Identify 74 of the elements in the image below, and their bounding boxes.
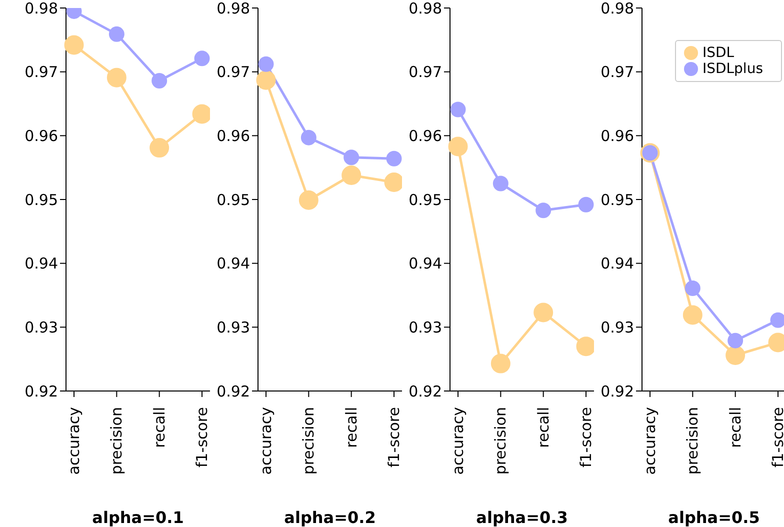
point bbox=[258, 56, 274, 72]
y-tick-label: 0.93 bbox=[216, 318, 250, 336]
y-tick-label: 0.92 bbox=[408, 382, 442, 400]
x-tick-label: accuracy bbox=[641, 406, 659, 475]
x-tick-label: precision bbox=[684, 407, 702, 475]
point bbox=[386, 150, 402, 166]
y-tick-label: 0.98 bbox=[408, 0, 442, 18]
legend-label: ISDL bbox=[702, 45, 734, 61]
point bbox=[256, 70, 276, 90]
x-tick-label: recall bbox=[534, 407, 552, 448]
x-tick-label: recall bbox=[726, 407, 744, 448]
x-tick-label: precision bbox=[108, 407, 126, 475]
point bbox=[684, 280, 700, 296]
point bbox=[300, 130, 316, 146]
y-tick-label: 0.98 bbox=[24, 0, 58, 18]
point bbox=[448, 136, 468, 156]
x-tick-label: accuracy bbox=[65, 406, 83, 475]
x-tick-label: accuracy bbox=[449, 406, 467, 475]
x-axis-title: alpha=0.3 bbox=[476, 508, 568, 527]
x-tick-label: f1-score bbox=[193, 407, 211, 468]
y-tick-label: 0.95 bbox=[24, 190, 58, 209]
x-tick-label: f1-score bbox=[577, 407, 595, 468]
y-tick-label: 0.97 bbox=[408, 63, 442, 82]
y-tick-label: 0.94 bbox=[600, 254, 634, 273]
point bbox=[536, 202, 552, 218]
point bbox=[534, 302, 554, 322]
point bbox=[728, 332, 744, 348]
x-tick-label: recall bbox=[342, 407, 360, 448]
point bbox=[108, 26, 124, 42]
y-tick-label: 0.95 bbox=[600, 190, 634, 209]
point bbox=[682, 305, 702, 325]
y-tick-label: 0.93 bbox=[600, 318, 634, 336]
point bbox=[194, 50, 210, 66]
x-tick-label: precision bbox=[492, 407, 510, 475]
point bbox=[298, 190, 318, 210]
x-tick-label: recall bbox=[150, 407, 168, 448]
point bbox=[726, 346, 746, 366]
x-axis-title: alpha=0.1 bbox=[92, 508, 184, 527]
y-tick-label: 0.92 bbox=[24, 382, 58, 400]
point bbox=[492, 176, 508, 192]
point bbox=[490, 354, 510, 374]
y-tick-label: 0.93 bbox=[24, 318, 58, 336]
point bbox=[106, 68, 126, 88]
point bbox=[64, 35, 84, 55]
x-axis-title: alpha=0.5 bbox=[668, 508, 760, 527]
y-tick-label: 0.97 bbox=[24, 63, 58, 82]
x-tick-label: accuracy bbox=[257, 406, 275, 475]
point bbox=[152, 73, 168, 89]
x-tick-label: f1-score bbox=[769, 407, 784, 468]
y-tick-label: 0.94 bbox=[216, 254, 250, 273]
x-tick-label: f1-score bbox=[385, 407, 403, 468]
y-tick-label: 0.93 bbox=[408, 318, 442, 336]
x-tick-label: precision bbox=[300, 407, 318, 475]
point bbox=[150, 138, 170, 158]
y-tick-label: 0.94 bbox=[408, 254, 442, 273]
y-tick-label: 0.98 bbox=[216, 0, 250, 18]
y-tick-label: 0.96 bbox=[600, 126, 634, 145]
x-axis-title: alpha=0.2 bbox=[284, 508, 376, 527]
point bbox=[578, 196, 594, 212]
point bbox=[342, 165, 362, 185]
y-tick-label: 0.96 bbox=[24, 126, 58, 145]
y-tick-label: 0.92 bbox=[600, 382, 634, 400]
y-tick-label: 0.96 bbox=[408, 126, 442, 145]
y-tick-label: 0.97 bbox=[600, 63, 634, 82]
y-tick-label: 0.92 bbox=[216, 382, 250, 400]
y-tick-label: 0.94 bbox=[24, 254, 58, 273]
y-tick-label: 0.97 bbox=[216, 63, 250, 82]
point bbox=[344, 150, 360, 166]
legend-label: ISDLplus bbox=[702, 61, 763, 77]
y-tick-label: 0.96 bbox=[216, 126, 250, 145]
y-tick-label: 0.95 bbox=[216, 190, 250, 209]
y-tick-label: 0.98 bbox=[600, 0, 634, 18]
y-tick-label: 0.95 bbox=[408, 190, 442, 209]
point bbox=[450, 102, 466, 118]
